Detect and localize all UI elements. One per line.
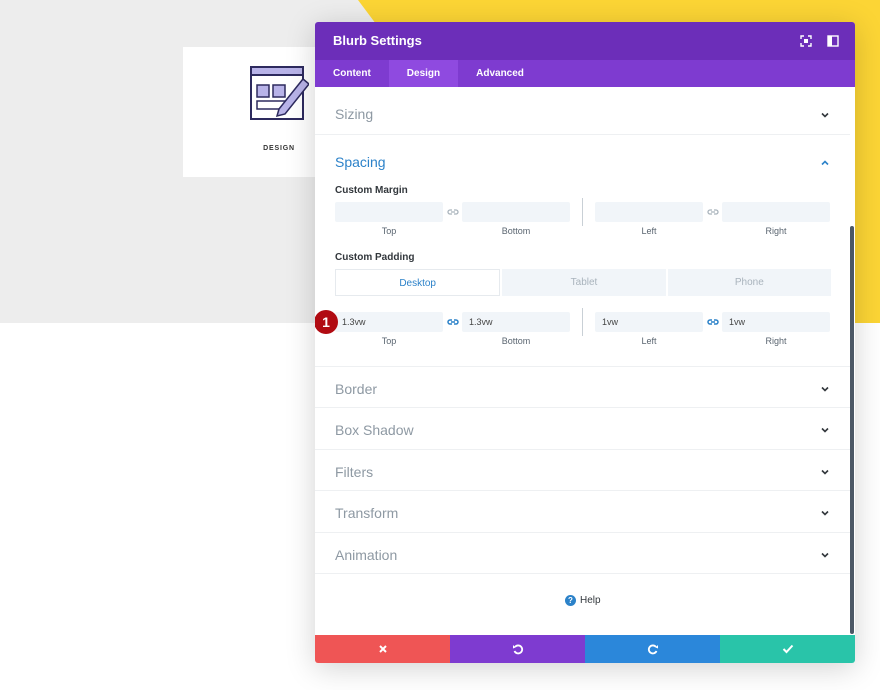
- section-spacing: Spacing: [315, 135, 850, 367]
- margin-top-input[interactable]: [335, 202, 443, 222]
- tab-phone[interactable]: Phone: [667, 269, 831, 296]
- section-title-animation: Animation: [335, 547, 398, 563]
- fullscreen-icon[interactable]: [799, 34, 813, 48]
- caption-left: Left: [641, 226, 657, 236]
- split-view-icon[interactable]: [826, 34, 840, 48]
- tab-design[interactable]: Design: [388, 60, 459, 87]
- caption-bottom: Bottom: [501, 226, 531, 236]
- padding-right-input[interactable]: 1vw: [722, 312, 830, 332]
- step-number-badge: 1: [315, 310, 338, 334]
- section-border[interactable]: Border: [315, 367, 850, 408]
- blurb-settings-modal: Blurb Settings Content Design Advanced S…: [315, 22, 855, 663]
- section-title-sizing: Sizing: [335, 106, 374, 122]
- margin-bottom-input[interactable]: [462, 202, 570, 222]
- help-label: Help: [580, 595, 601, 606]
- chevron-down-icon[interactable]: [820, 467, 830, 477]
- caption-top: Top: [381, 336, 397, 346]
- blurb-title: DESIGN: [263, 145, 295, 152]
- check-icon: [782, 644, 793, 654]
- tab-desktop[interactable]: Desktop: [335, 269, 501, 296]
- help-link[interactable]: ? Help: [565, 595, 601, 606]
- scrollbar[interactable]: [850, 226, 854, 634]
- section-filters[interactable]: Filters: [315, 450, 850, 491]
- section-transform[interactable]: Transform: [315, 491, 850, 533]
- link-icon[interactable]: [446, 317, 460, 327]
- tab-content[interactable]: Content: [333, 68, 371, 79]
- custom-padding-label: Custom Padding: [335, 252, 415, 263]
- margin-right-input[interactable]: [722, 202, 830, 222]
- chevron-down-icon[interactable]: [820, 384, 830, 394]
- section-title-filters: Filters: [335, 464, 374, 480]
- settings-body: Sizing Spacing Custom Margin Top Bottom …: [315, 87, 855, 635]
- caption-right: Right: [765, 336, 787, 346]
- close-icon: [378, 645, 387, 653]
- padding-left-input[interactable]: 1vw: [595, 312, 703, 332]
- caption-left: Left: [641, 336, 657, 346]
- section-title-box-shadow: Box Shadow: [335, 422, 414, 438]
- chevron-down-icon[interactable]: [820, 508, 830, 518]
- link-icon[interactable]: [706, 207, 720, 217]
- help-icon: ?: [565, 595, 576, 606]
- custom-margin-label: Custom Margin: [335, 185, 408, 196]
- caption-right: Right: [765, 226, 787, 236]
- chevron-down-icon[interactable]: [820, 550, 830, 560]
- tab-advanced[interactable]: Advanced: [476, 68, 524, 79]
- padding-top-input[interactable]: 1.3vw: [335, 312, 443, 332]
- modal-title: Blurb Settings: [333, 33, 422, 48]
- discard-button[interactable]: [315, 635, 450, 663]
- redo-button[interactable]: [585, 635, 720, 663]
- save-button[interactable]: [720, 635, 855, 663]
- modal-footer: [315, 635, 855, 663]
- device-tabs: Desktop Tablet Phone: [335, 269, 831, 296]
- chevron-down-icon[interactable]: [820, 425, 830, 435]
- settings-tabs: Content Design Advanced: [315, 60, 855, 87]
- chevron-up-icon[interactable]: [820, 158, 830, 168]
- section-animation[interactable]: Animation: [315, 533, 850, 574]
- link-icon[interactable]: [446, 207, 460, 217]
- undo-button[interactable]: [450, 635, 585, 663]
- redo-icon: [647, 644, 658, 655]
- section-box-shadow[interactable]: Box Shadow: [315, 408, 850, 450]
- padding-bottom-input[interactable]: 1.3vw: [462, 312, 570, 332]
- undo-icon: [512, 644, 523, 655]
- section-sizing[interactable]: Sizing: [315, 87, 850, 135]
- divider: [582, 198, 583, 226]
- margin-left-input[interactable]: [595, 202, 703, 222]
- design-icon: [250, 66, 309, 120]
- tab-tablet[interactable]: Tablet: [502, 269, 666, 296]
- link-icon[interactable]: [706, 317, 720, 327]
- modal-header: Blurb Settings: [315, 22, 855, 60]
- section-title-border: Border: [335, 381, 378, 397]
- section-title-transform: Transform: [335, 505, 399, 521]
- section-title-spacing[interactable]: Spacing: [335, 154, 386, 170]
- chevron-down-icon[interactable]: [820, 110, 830, 120]
- caption-bottom: Bottom: [501, 336, 531, 346]
- divider: [582, 308, 583, 336]
- caption-top: Top: [381, 226, 397, 236]
